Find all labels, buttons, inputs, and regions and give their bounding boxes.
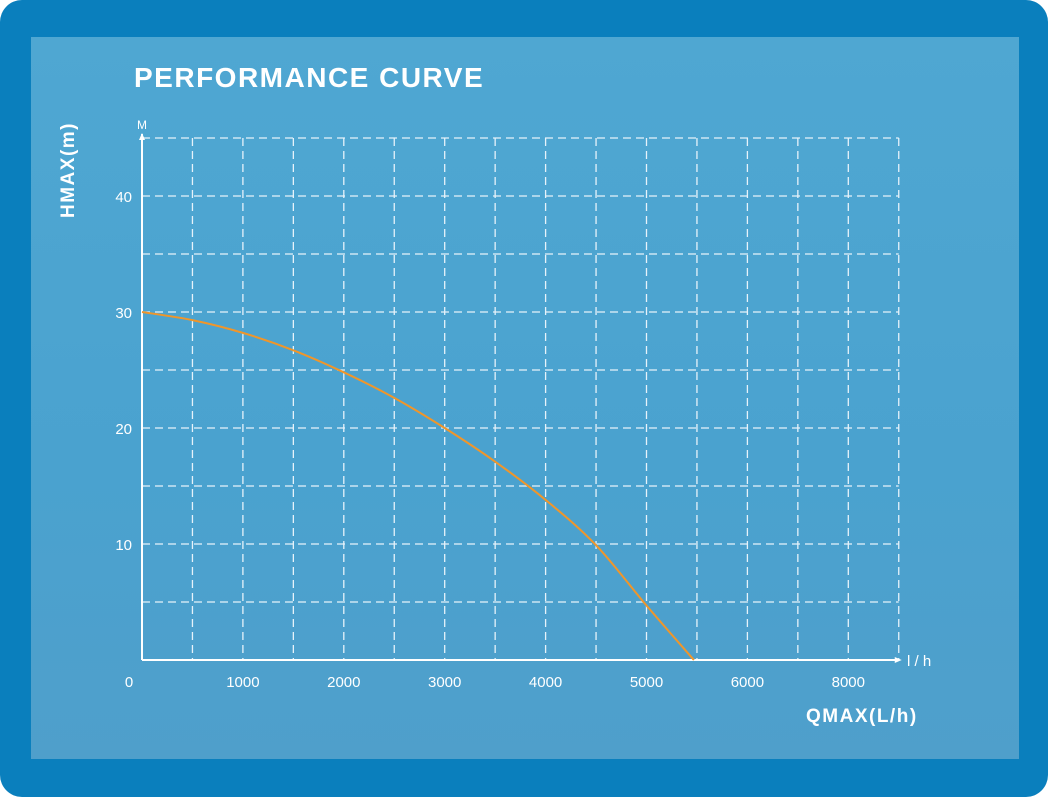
y-tick-label: 30 (115, 305, 132, 322)
x-unit-label: l / h (907, 653, 931, 670)
x-tick-label: 2000 (327, 674, 360, 691)
y-axis-arrow-icon (139, 133, 145, 140)
x-tick-label: 1000 (226, 674, 259, 691)
x-tick-label: 8000 (832, 674, 865, 691)
x-tick-label: 0 (125, 674, 133, 691)
x-axis-title: QMAX(L/h) (806, 706, 918, 727)
x-tick-label: 5000 (630, 674, 663, 691)
grid (142, 137, 900, 660)
y-unit-label: M (137, 118, 147, 132)
x-axis-arrow-icon (894, 657, 902, 663)
performance-curve-line (141, 311, 695, 661)
y-tick-label: 10 (115, 537, 132, 554)
y-tick-label: 20 (115, 421, 132, 438)
series (141, 311, 695, 661)
chart-panel (31, 37, 1019, 759)
x-tick-label: 6000 (731, 674, 764, 691)
y-tick-label: 40 (115, 189, 132, 206)
axes (139, 133, 902, 663)
x-tick-label: 3000 (428, 674, 461, 691)
x-tick-label: 4000 (529, 674, 562, 691)
chart-title: PERFORMANCE CURVE (134, 62, 485, 93)
tick-labels: 0 1000 2000 3000 4000 5000 6000 8000 10 20 30 40 (115, 189, 865, 691)
